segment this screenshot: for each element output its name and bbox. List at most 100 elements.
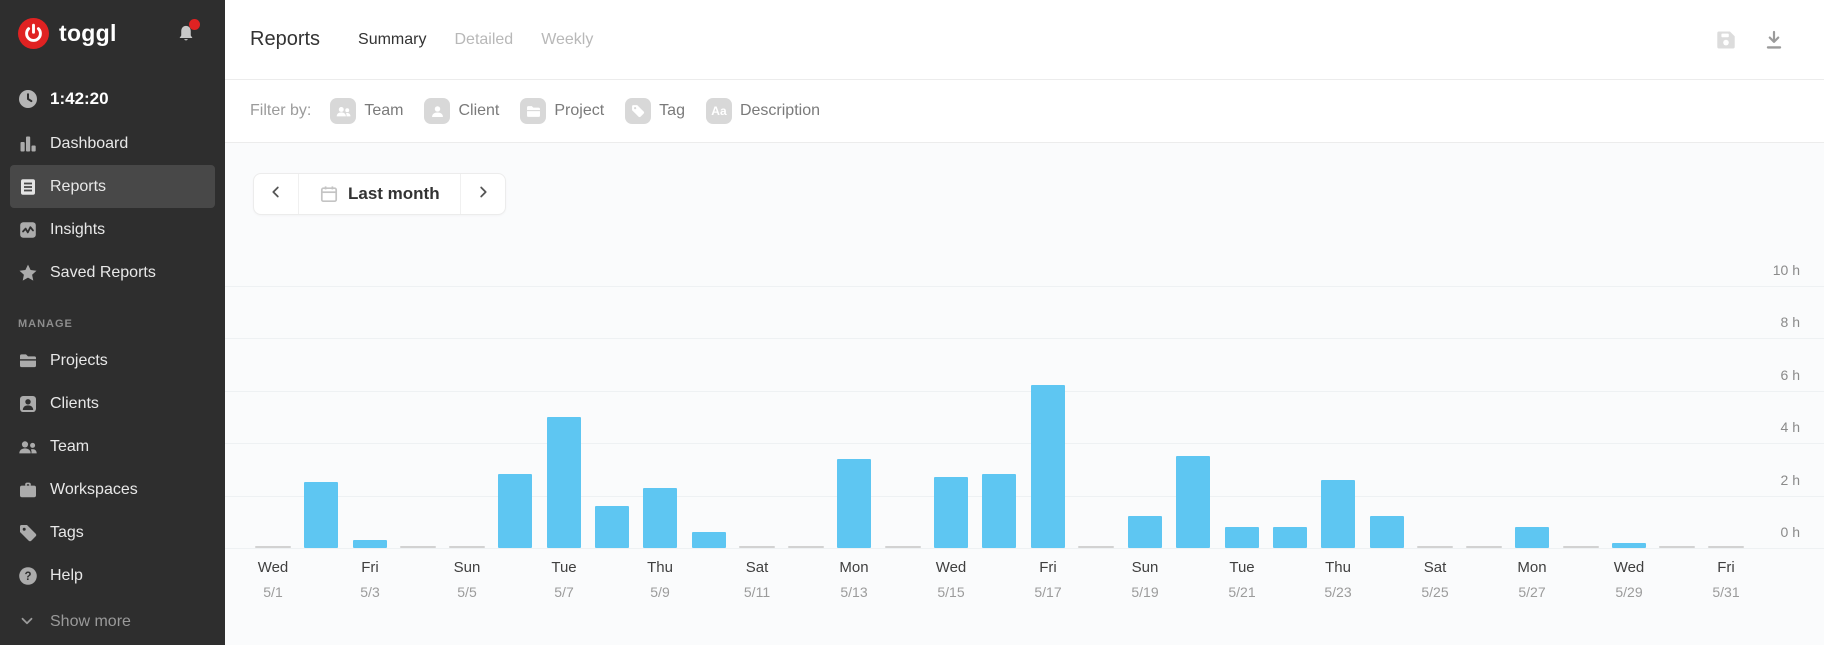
sidebar-item-projects[interactable]: Projects — [10, 339, 215, 382]
chart-bar-5-6[interactable] — [498, 474, 532, 548]
filter-client[interactable]: Client — [424, 98, 499, 124]
filter-label: Tag — [659, 102, 685, 119]
chart-bar-5-2[interactable] — [304, 482, 338, 548]
y-axis-label: 0 h — [1780, 524, 1800, 540]
x-axis-date-label: 5/25 — [1421, 584, 1449, 600]
save-icon — [1714, 31, 1738, 56]
save-report-button[interactable] — [1714, 28, 1738, 52]
gridline — [225, 496, 1824, 497]
sidebar-item-clients[interactable]: Clients — [10, 382, 215, 425]
briefcase-icon — [18, 480, 38, 500]
x-axis-date-label: 5/21 — [1228, 584, 1256, 600]
x-axis-day-label: Tue — [551, 559, 577, 576]
sidebar-item-label: Workspaces — [50, 480, 138, 498]
tab-summary[interactable]: Summary — [358, 30, 427, 48]
x-axis-date-label: 5/7 — [554, 584, 574, 600]
manage-section-label: MANAGE — [18, 318, 73, 330]
x-axis-day-label: Sun — [453, 559, 481, 576]
sidebar-manage-nav: Projects Clients Team Workspaces Tags ? … — [0, 339, 225, 597]
prev-period-button[interactable] — [254, 174, 298, 214]
chart-bar-5-10[interactable] — [692, 532, 726, 548]
filter-by-label: Filter by: — [250, 102, 312, 119]
chart-bar-5-7[interactable] — [547, 417, 581, 548]
chart-bar-5-15[interactable] — [934, 477, 968, 548]
sidebar-nav: Dashboard Reports Insights Saved Reports — [0, 122, 225, 294]
x-axis-day-label: Wed — [935, 559, 967, 576]
show-more-label: Show more — [50, 612, 131, 630]
tag-icon — [18, 523, 38, 543]
notification-dot — [189, 19, 200, 30]
logo-row: toggl — [0, 0, 225, 66]
sidebar-item-saved-reports[interactable]: Saved Reports — [10, 251, 215, 294]
gridline — [225, 548, 1824, 549]
filter-description[interactable]: Aa Description — [705, 98, 820, 124]
x-axis-day-label: Wed — [1613, 559, 1645, 576]
folder-icon — [18, 351, 38, 371]
chart-bar-5-23[interactable] — [1321, 480, 1355, 548]
chart-bar-5-8[interactable] — [595, 506, 629, 548]
sidebar-item-label: Help — [50, 566, 83, 584]
sidebar-item-tags[interactable]: Tags — [10, 511, 215, 554]
filter-team[interactable]: Team — [330, 98, 403, 124]
x-axis-day-label: Thu — [647, 559, 673, 576]
zero-marker-5-11 — [739, 546, 775, 548]
y-axis-label: 6 h — [1780, 367, 1800, 383]
chart-bar-5-9[interactable] — [643, 488, 677, 548]
y-axis-label: 10 h — [1772, 262, 1800, 278]
tab-detailed[interactable]: Detailed — [454, 30, 514, 48]
timer-entry[interactable]: 1:42:20 — [0, 79, 225, 119]
zero-marker-5-26 — [1466, 546, 1502, 548]
x-axis-date-label: 5/31 — [1712, 584, 1740, 600]
top-actions — [1714, 28, 1824, 52]
chart-bar-5-29[interactable] — [1612, 543, 1646, 548]
tab-weekly[interactable]: Weekly — [541, 30, 594, 48]
chart-bar-5-20[interactable] — [1176, 456, 1210, 548]
chart-bar-5-22[interactable] — [1273, 527, 1307, 548]
x-axis-day-label: Sat — [1423, 559, 1447, 576]
sidebar-item-team[interactable]: Team — [10, 425, 215, 468]
x-axis-date-label: 5/27 — [1518, 584, 1546, 600]
chart-bar-5-21[interactable] — [1225, 527, 1259, 548]
sidebar-item-insights[interactable]: Insights — [10, 208, 215, 251]
download-icon — [1762, 30, 1786, 56]
team-icon — [18, 437, 38, 457]
bar-chart: 0 h 2 h 4 h 6 h 8 h 10 h Wed 5/1 Fri 5/3 Sun 5/5 Tue… — [225, 143, 1824, 645]
sidebar-item-workspaces[interactable]: Workspaces — [10, 468, 215, 511]
chevron-down-icon — [18, 612, 38, 632]
date-range-button[interactable]: Last month — [298, 174, 461, 214]
timer-value: 1:42:20 — [50, 89, 109, 108]
sidebar-item-label: Tags — [50, 523, 84, 541]
next-period-button[interactable] — [461, 174, 505, 214]
chart-bar-5-17[interactable] — [1031, 385, 1065, 548]
y-axis-label: 4 h — [1780, 419, 1800, 435]
sidebar-show-more[interactable]: Show more — [10, 600, 215, 643]
filter-tag[interactable]: Tag — [625, 98, 685, 124]
sidebar-item-help[interactable]: ? Help — [10, 554, 215, 597]
notifications-bell-icon[interactable] — [175, 19, 200, 46]
x-axis-day-label: Wed — [257, 559, 289, 576]
sidebar-item-reports[interactable]: Reports — [10, 165, 215, 208]
date-range-picker: Last month — [253, 173, 506, 215]
zero-marker-5-31 — [1708, 546, 1744, 548]
chart-bar-5-3[interactable] — [353, 540, 387, 548]
x-axis-day-label: Mon — [1517, 559, 1547, 576]
reports-icon — [18, 177, 38, 197]
top-bar: Reports Summary Detailed Weekly — [225, 0, 1824, 80]
chart-bar-5-19[interactable] — [1128, 516, 1162, 548]
sidebar-item-label: Team — [50, 437, 90, 455]
sidebar-item-label: Clients — [50, 394, 99, 412]
chart-bar-5-13[interactable] — [837, 459, 871, 548]
chart-bar-5-16[interactable] — [982, 474, 1016, 548]
clock-icon — [18, 89, 38, 109]
chart-bar-5-27[interactable] — [1515, 527, 1549, 548]
sidebar-item-dashboard[interactable]: Dashboard — [10, 122, 215, 165]
sidebar-item-label: Dashboard — [50, 134, 129, 152]
x-axis-date-label: 5/19 — [1131, 584, 1159, 600]
filter-bar: Filter by: Team Client Project Tag Aa De… — [225, 80, 1824, 143]
export-download-button[interactable] — [1762, 28, 1786, 52]
chart-bar-5-24[interactable] — [1370, 516, 1404, 548]
filter-project[interactable]: Project — [520, 98, 604, 124]
x-axis-date-label: 5/29 — [1615, 584, 1643, 600]
description-chip-icon: Aa — [705, 98, 732, 124]
